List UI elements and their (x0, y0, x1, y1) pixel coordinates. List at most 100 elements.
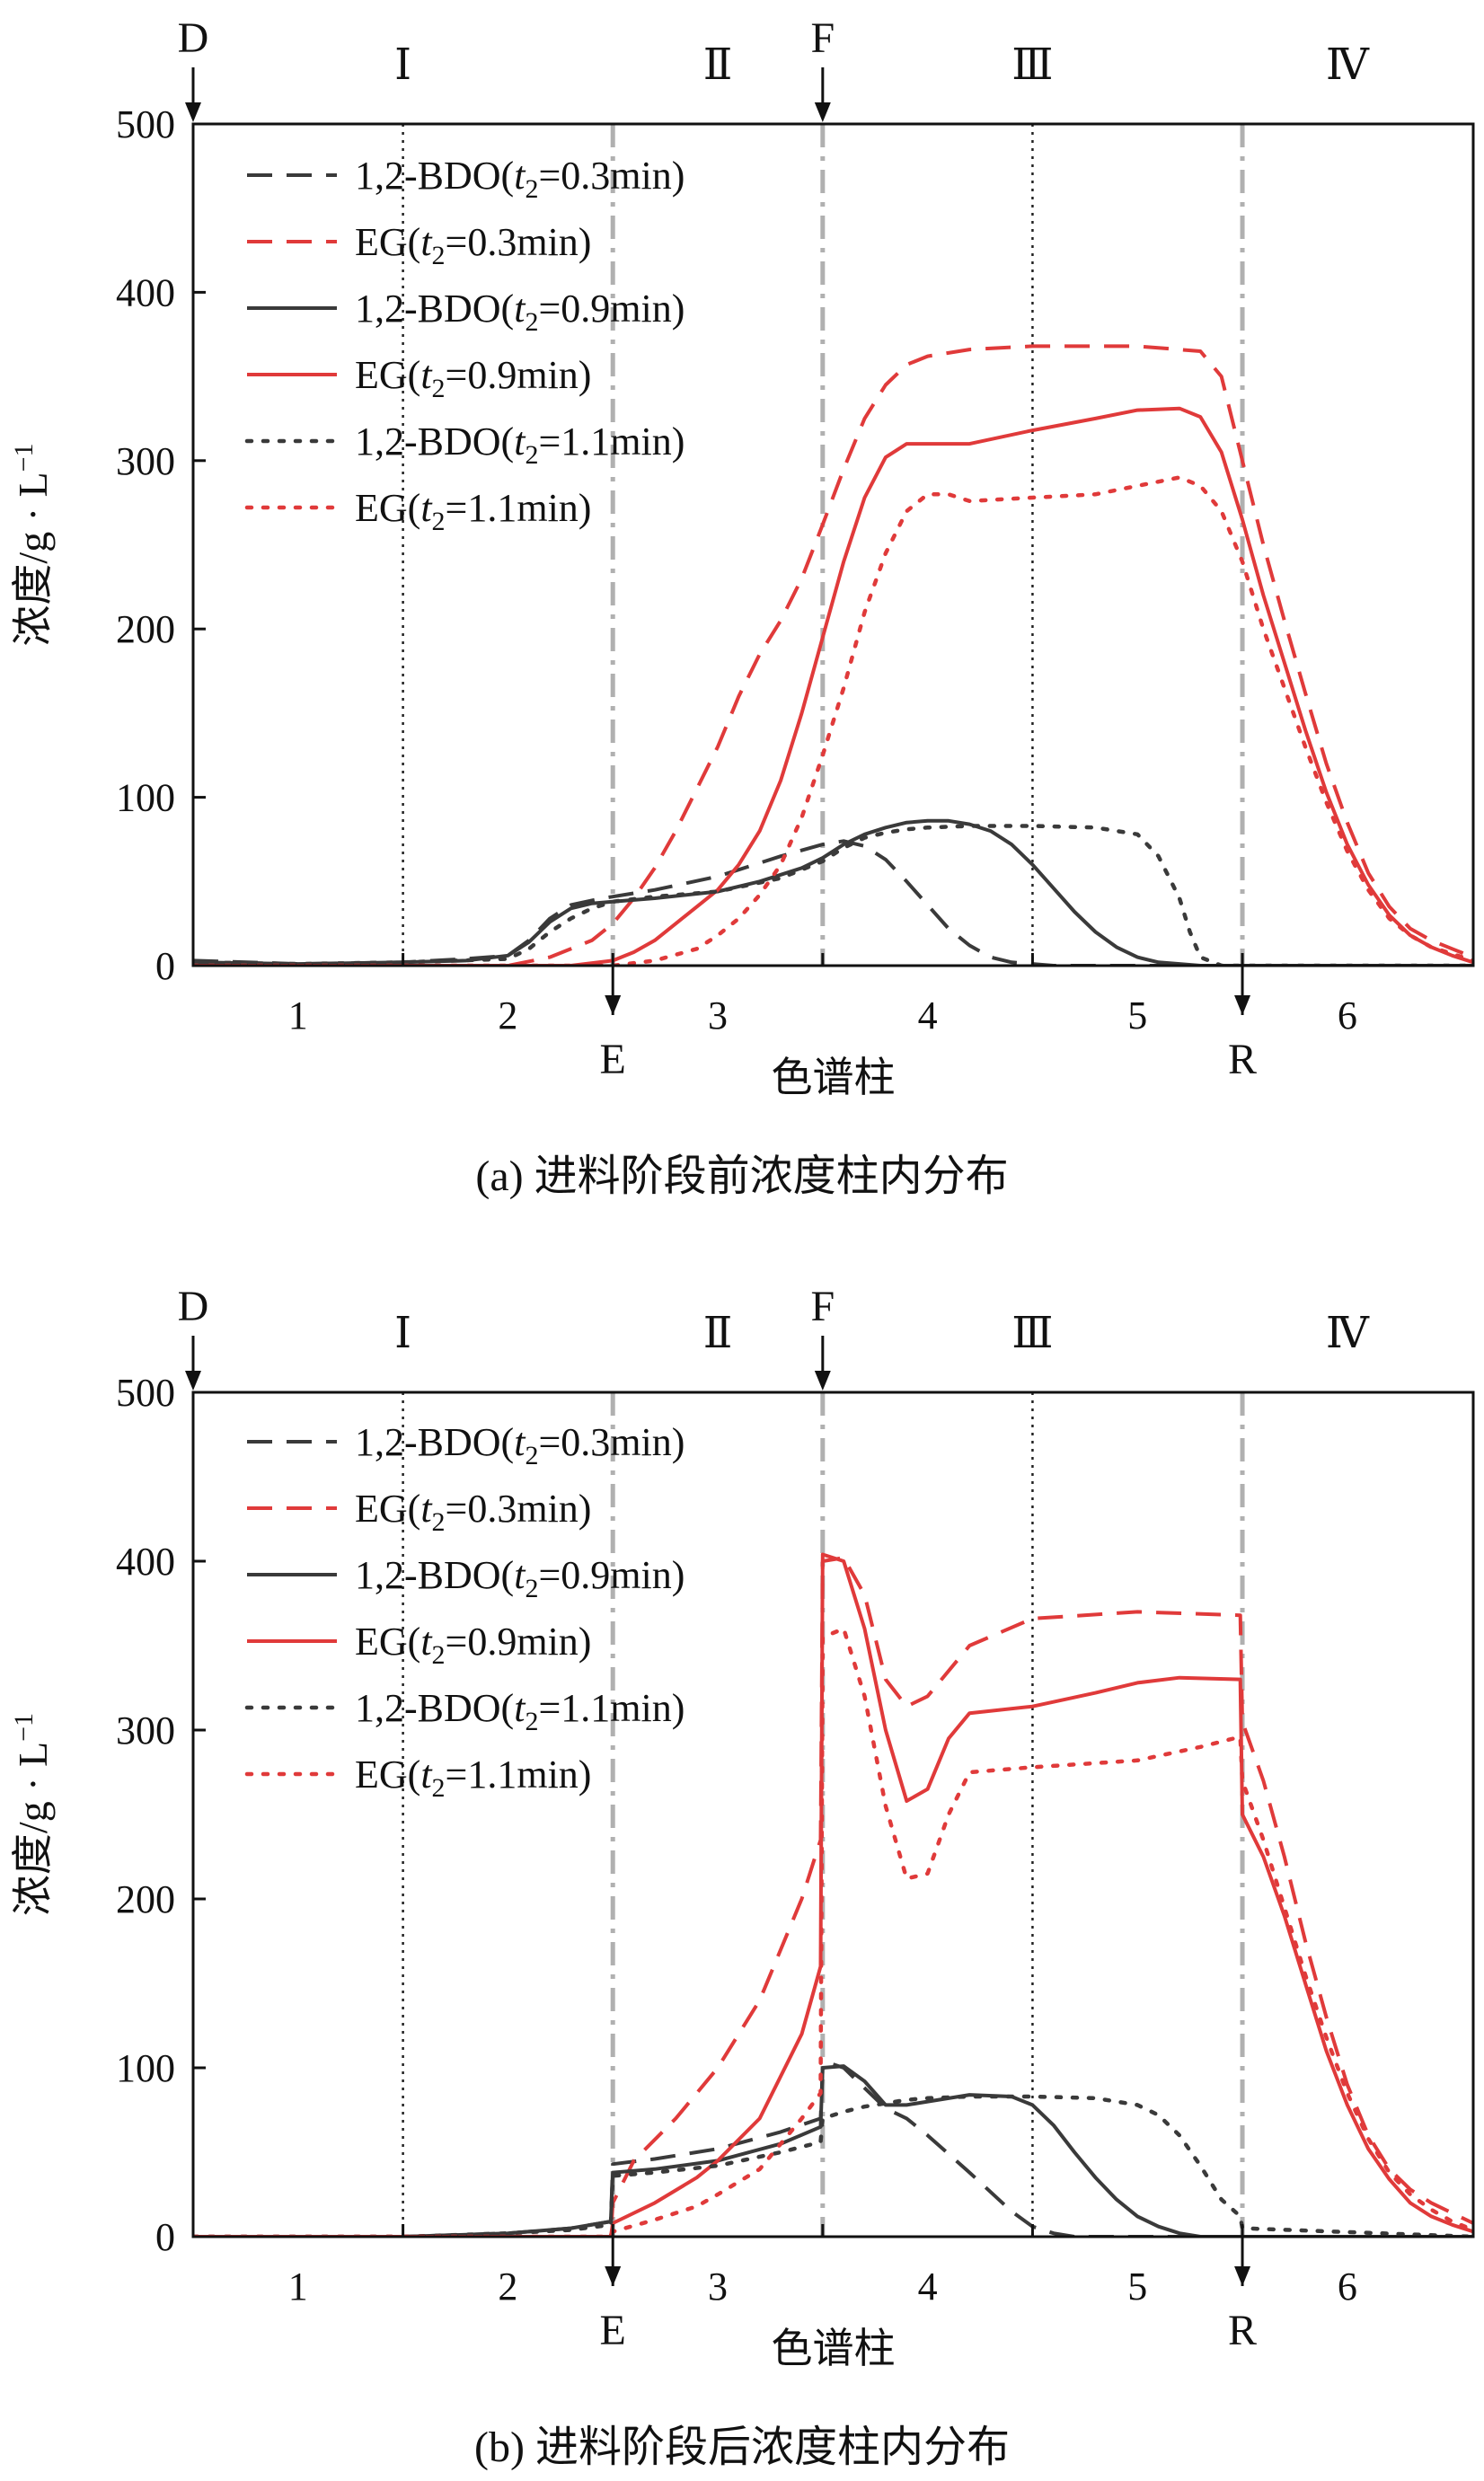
legend-label-sub: 2 (525, 440, 538, 470)
y-axis-title-exponent: −1 (9, 1713, 39, 1742)
arrow-head (1234, 995, 1251, 1015)
arrow-head (605, 2266, 622, 2286)
legend-label-prefix: 1,2-BDO( (355, 287, 514, 331)
legend-label-var: t (514, 1553, 526, 1597)
legend-label-sub: 2 (432, 507, 446, 536)
legend-label-var: t (420, 1487, 433, 1531)
legend-label-sub: 2 (432, 1773, 446, 1803)
x-axis-title: 色谱柱 (772, 2326, 896, 2371)
column-label: 6 (1338, 2265, 1357, 2309)
legend-label: 1,2-BDO(t2=0.3min) (355, 154, 685, 204)
series-line-2 (193, 344, 1473, 966)
plot-frame (191, 122, 1475, 967)
series-line-6 (193, 1626, 1473, 2237)
y-tick-label: 0 (155, 944, 175, 988)
legend-label-sub: 2 (432, 241, 446, 270)
legend-label-var: t (514, 154, 526, 198)
legend-label-sub: 2 (525, 1441, 538, 1470)
caption-a: (a) 进料阶段前浓度柱内分布 (475, 1152, 1008, 1200)
legend-label-var: t (514, 1420, 526, 1464)
column-label: 3 (708, 2265, 728, 2309)
legend-label-prefix: 1,2-BDO( (355, 154, 514, 198)
legend-label: EG(t2=1.1min) (355, 1753, 591, 1803)
legend: 1,2-BDO(t2=0.3min)EG(t2=0.3min)1,2-BDO(t… (244, 1420, 685, 1803)
legend-label-var: t (420, 486, 433, 530)
column-label: 4 (918, 2265, 938, 2309)
port-label-E: E (600, 2307, 626, 2354)
legend-label-var: t (420, 353, 433, 397)
legend-label-suffix: =0.9min) (538, 287, 685, 331)
zone-label: Ⅲ (1011, 1310, 1053, 1357)
port-label-F: F (810, 1283, 835, 1330)
zone-label: Ⅱ (703, 1310, 733, 1357)
legend-label-var: t (514, 419, 526, 464)
zone-label: Ⅲ (1011, 41, 1053, 89)
arrow-head (814, 102, 831, 122)
arrow-head (814, 1371, 831, 1391)
arrow-head (185, 1371, 201, 1391)
legend-label-prefix: 1,2-BDO( (355, 1553, 514, 1597)
series-line-1 (193, 839, 1473, 966)
port-label-E: E (600, 1036, 626, 1083)
x-axis-title: 色谱柱 (772, 1055, 896, 1100)
legend-label: EG(t2=0.9min) (355, 353, 591, 403)
zone-label: Ⅰ (394, 1310, 411, 1357)
plot-frame (191, 1391, 1475, 2238)
legend-label-suffix: =0.9min) (446, 1620, 592, 1664)
legend-label: 1,2-BDO(t2=0.9min) (355, 1553, 685, 1603)
legend-label-suffix: =0.3min) (446, 220, 592, 264)
legend-label-var: t (420, 1753, 433, 1797)
series-line-4 (193, 1552, 1473, 2237)
legend-label: 1,2-BDO(t2=0.9min) (355, 287, 685, 337)
legend-label-var: t (420, 220, 433, 264)
legend-label-prefix: EG( (355, 1620, 420, 1664)
legend-label-sub: 2 (432, 1507, 446, 1537)
zone-label: Ⅰ (394, 41, 411, 89)
arrow-head (185, 102, 201, 122)
chart-panel-a: 0 100 200 300 400 500 1 2 3 4 5 6 Ⅰ Ⅱ Ⅲ Ⅳ D F E R 色谱柱 浓度/g · … (9, 14, 1475, 1200)
port-label-R: R (1228, 2307, 1257, 2354)
zone-label: Ⅳ (1326, 1310, 1370, 1357)
arrow-head (1234, 2266, 1251, 2286)
y-tick-label: 400 (116, 1540, 175, 1584)
port-label-D: D (178, 14, 209, 62)
legend-label-sub: 2 (525, 307, 538, 337)
legend-label-suffix: =1.1min) (538, 1686, 685, 1730)
legend-label-prefix: EG( (355, 353, 420, 397)
legend-label-var: t (420, 1620, 433, 1664)
y-tick-label: 200 (116, 1877, 175, 1921)
y-axis-title-main: 浓度/g · L (10, 472, 56, 646)
legend-label: EG(t2=0.9min) (355, 1620, 591, 1670)
legend-label: EG(t2=0.3min) (355, 220, 591, 270)
legend-label-var: t (514, 1686, 526, 1730)
y-tick-label: 500 (116, 102, 175, 146)
column-label: 5 (1127, 2265, 1147, 2309)
arrow-head (605, 995, 622, 1015)
legend-label: 1,2-BDO(t2=1.1min) (355, 1686, 685, 1736)
caption-b: (b) 进料阶段后浓度柱内分布 (474, 2424, 1010, 2471)
column-label: 6 (1338, 993, 1357, 1037)
series-line-3 (193, 2064, 1473, 2237)
legend: 1,2-BDO(t2=0.3min)EG(t2=0.3min)1,2-BDO(t… (244, 154, 685, 536)
legend-label-var: t (514, 287, 526, 331)
legend-label: EG(t2=0.3min) (355, 1487, 591, 1537)
series-line-3 (193, 818, 1473, 966)
legend-label-sub: 2 (432, 374, 446, 403)
series-line-1 (193, 2062, 1473, 2237)
legend-label-prefix: 1,2-BDO( (355, 1686, 514, 1730)
port-label-F: F (810, 14, 835, 62)
port-label-R: R (1228, 1036, 1257, 1083)
legend-label-suffix: =1.1min) (446, 486, 592, 530)
legend-label: 1,2-BDO(t2=1.1min) (355, 419, 685, 470)
zone-label: Ⅱ (703, 41, 733, 89)
column-label: 2 (498, 993, 517, 1037)
legend-label-suffix: =0.3min) (446, 1487, 592, 1531)
legend-label: EG(t2=1.1min) (355, 486, 591, 536)
y-axis-title: 浓度/g · L−1 (9, 1713, 56, 1916)
legend-label-sub: 2 (432, 1640, 446, 1670)
series-line-6 (193, 475, 1473, 966)
legend-label-prefix: 1,2-BDO( (355, 1420, 514, 1464)
column-label: 3 (708, 993, 728, 1037)
legend-label-suffix: =0.9min) (446, 353, 592, 397)
